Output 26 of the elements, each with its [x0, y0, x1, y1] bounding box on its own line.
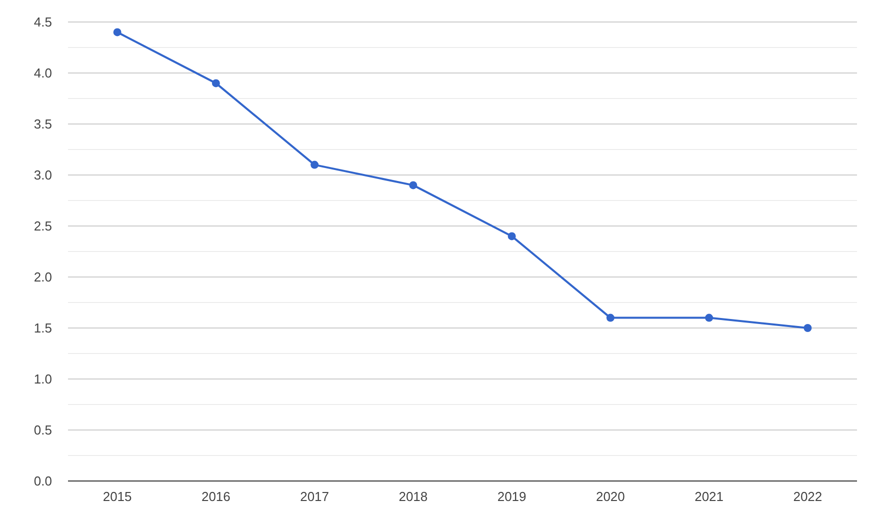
y-tick-label: 4.5	[34, 14, 52, 30]
y-tick-label: 4.0	[34, 66, 52, 81]
point	[409, 181, 418, 190]
x-tick-label: 2022	[793, 489, 822, 504]
x-tick-label: 2019	[497, 489, 526, 504]
point	[804, 324, 812, 332]
y-tick-label: 3.5	[34, 116, 52, 132]
point	[705, 314, 714, 322]
point	[212, 79, 220, 88]
y-tick-label: 3.0	[34, 168, 52, 183]
y-tick-label: 2.5	[34, 218, 52, 234]
y-tick-label: 0.0	[34, 474, 52, 489]
x-tick-label: 2017	[300, 489, 330, 504]
point	[508, 232, 516, 240]
point	[113, 28, 122, 36]
x-tick-label: 2018	[398, 489, 428, 504]
x-tick-label: 2016	[201, 489, 230, 504]
point	[310, 160, 319, 169]
y-tick-label: 0.5	[34, 422, 52, 438]
y-tick-label: 2.0	[34, 270, 52, 285]
x-tick-label: 2020	[596, 489, 625, 504]
y-tick-label: 1.0	[34, 372, 52, 387]
y-tick-label: 1.5	[34, 320, 52, 336]
x-tick-label: 2015	[102, 489, 132, 504]
point	[606, 314, 614, 322]
x-tick-label: 2021	[694, 489, 724, 504]
